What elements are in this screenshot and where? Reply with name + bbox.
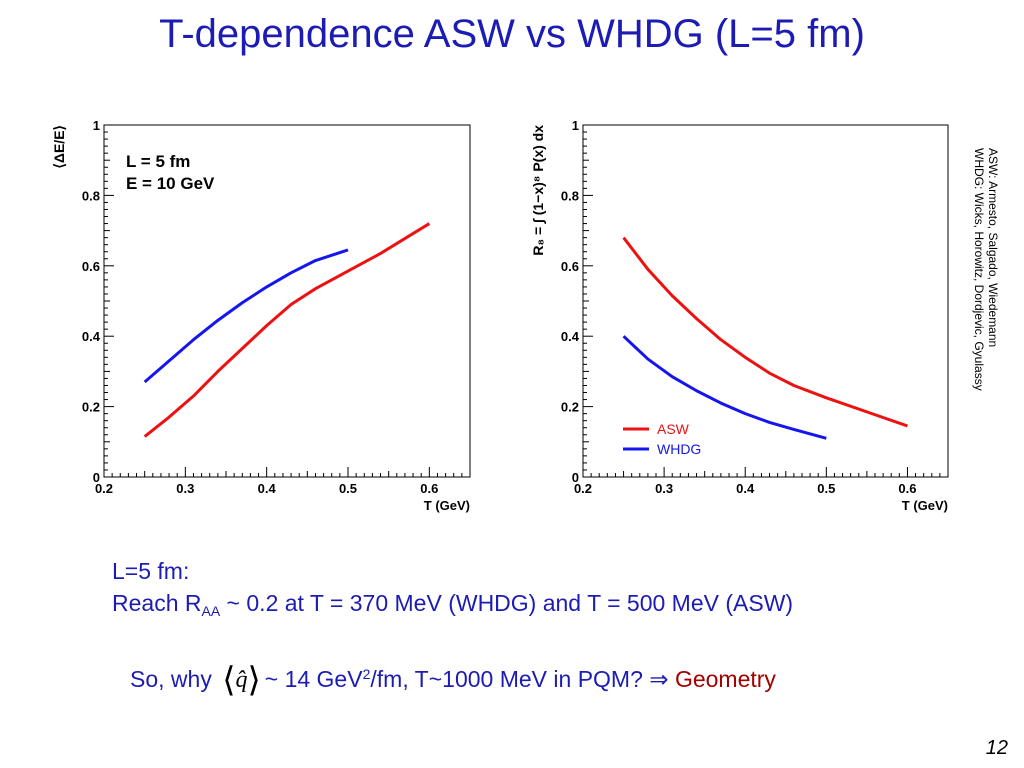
credit-whdg: WHDG: Wicks, Horowitz, Dordjevic, Gyulas… (972, 148, 986, 391)
chart-0-xtick-label: 0.3 (176, 481, 194, 496)
page-number: 12 (985, 737, 1008, 759)
chart-0-annotation: L = 5 fm (126, 152, 190, 171)
geometry-label: Geometry (674, 666, 776, 692)
chart-1-xtick-label: 0.3 (655, 481, 673, 496)
note-line-2-sub: AA (201, 603, 221, 619)
chart-0-ytick-label: 0.4 (82, 329, 101, 344)
chart-1-legend-label: ASW (657, 421, 690, 437)
note-line-3-sup: 2 (362, 666, 371, 682)
chart-0-ytick-label: 0.8 (82, 188, 100, 203)
chart-1-ytick-label: 0.4 (561, 329, 580, 344)
chart-0-xlabel: T (GeV) (424, 498, 470, 513)
chart-0-xtick-label: 0.2 (95, 481, 113, 496)
chart-1-frame (582, 124, 949, 478)
chart-0-series-0-line (143, 222, 431, 438)
chart-1-series-0-line (622, 236, 908, 428)
note-line-2-pre: Reach R (112, 590, 202, 616)
chart-1-xtick-label: 0.6 (898, 481, 916, 496)
chart-0-ylabel: ⟨ΔE/E⟩ (51, 125, 67, 169)
chart-0-ytick-label: 0.6 (82, 259, 100, 274)
chart-0-ytick-label: 0 (93, 470, 100, 485)
chart-0-xtick-label: 0.6 (420, 481, 438, 496)
charts-canvas: 0.2 0.3 0.4 0.5 0.600.20.40.60.81T (GeV)⟨ΔE/… (51, 118, 949, 513)
chart-1-legend-label: WHDG (657, 441, 701, 457)
chart-1-series-1-line (622, 335, 827, 440)
chart-0-ytick-label: 0.2 (82, 400, 100, 415)
chart-1-ytick-label: 0 (572, 470, 579, 485)
qhat-symbol: q̂ (235, 667, 248, 693)
chart-1-ytick-label: 1 (572, 118, 579, 133)
chart-1-xtick-label: 0.2 (574, 481, 592, 496)
note-line-3-post: /fm, T~1000 MeV in PQM? (370, 666, 643, 692)
implies-symbol: ⇒ (649, 666, 669, 692)
note-line-3-mid: ~ 14 GeV (264, 666, 363, 692)
qhat-average-formula: ⟨q̂⟩ (222, 662, 261, 699)
chart-1-ytick-label: 0.8 (561, 188, 579, 203)
chart-0-xtick-label: 0.4 (258, 481, 277, 496)
chart-1-xtick-label: 0.4 (736, 481, 755, 496)
credits-block: ASW: Armesto, Salgado, Wiedemann WHDG: W… (972, 148, 1000, 438)
note-line-3-pre: So, why (130, 666, 212, 692)
chart-0-series-1-line (143, 248, 349, 384)
chart-0-xtick-label: 0.5 (339, 481, 357, 496)
chart-1-ytick-label: 0.6 (561, 259, 579, 274)
chart-0-ytick-label: 1 (93, 118, 100, 133)
chart-1-ylabel: R₈ = ∫ (1−x)⁸ P(x) dx (530, 125, 547, 256)
note-line-3: So, why ⟨q̂⟩ ~ 14 GeV2/fm, T~1000 MeV in … (130, 660, 776, 700)
chart-1-xtick-label: 0.5 (817, 481, 835, 496)
credit-asw: ASW: Armesto, Salgado, Wiedemann (986, 148, 1000, 348)
note-line-1: L=5 fm: (112, 558, 190, 584)
chart-1-xlabel: T (GeV) (902, 498, 948, 513)
slide-title: T-dependence ASW vs WHDG (L=5 fm) (159, 12, 865, 56)
chart-1-ytick-label: 0.2 (561, 400, 579, 415)
note-line-2-post: ~ 0.2 at T = 370 MeV (WHDG) and T = 500 … (220, 590, 794, 616)
chart-0-annotation: E = 10 GeV (126, 174, 215, 193)
note-line-2: Reach RAA ~ 0.2 at T = 370 MeV (WHDG) an… (112, 590, 793, 619)
